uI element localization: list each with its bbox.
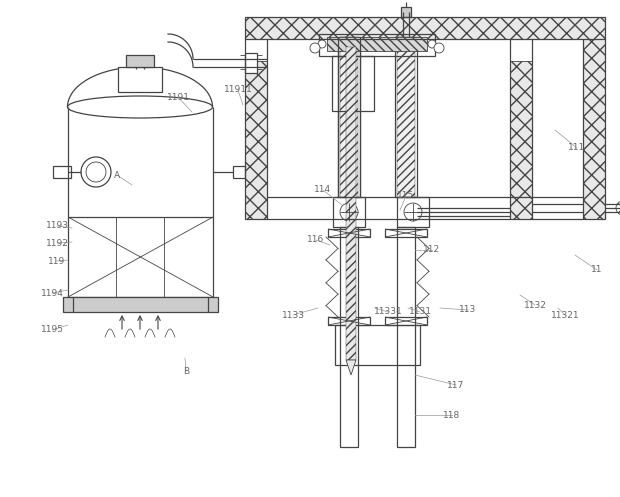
Bar — [233, 166, 245, 178]
Bar — [385, 229, 427, 237]
Bar — [328, 229, 370, 237]
Bar — [346, 47, 356, 360]
Bar — [333, 197, 365, 227]
Circle shape — [318, 40, 326, 48]
Bar — [401, 7, 411, 17]
Text: 1194: 1194 — [40, 288, 63, 298]
Text: 1193: 1193 — [45, 222, 68, 231]
Bar — [340, 227, 358, 447]
Text: 117: 117 — [448, 381, 464, 390]
Circle shape — [404, 203, 422, 221]
Bar — [583, 39, 605, 219]
Text: 113: 113 — [459, 306, 477, 315]
Text: 112: 112 — [423, 246, 441, 254]
Bar — [397, 197, 429, 227]
Bar — [68, 217, 213, 297]
Bar — [245, 61, 267, 219]
Text: 118: 118 — [443, 411, 461, 419]
Bar — [395, 37, 417, 197]
Bar — [53, 166, 71, 178]
Text: 1133: 1133 — [281, 311, 304, 320]
Bar — [510, 61, 532, 219]
Text: 1195: 1195 — [40, 326, 63, 334]
Ellipse shape — [68, 96, 213, 118]
Bar — [385, 317, 427, 325]
Bar — [319, 34, 435, 56]
Circle shape — [428, 40, 436, 48]
Text: 11321: 11321 — [551, 311, 579, 320]
Text: 1131: 1131 — [409, 308, 432, 317]
Bar — [118, 67, 162, 92]
Circle shape — [81, 157, 111, 187]
Bar — [126, 55, 154, 67]
Text: 114: 114 — [314, 185, 332, 194]
Bar — [332, 56, 374, 111]
Bar — [245, 53, 257, 73]
Bar — [340, 37, 358, 197]
Bar — [397, 37, 415, 197]
Text: 11911: 11911 — [224, 85, 252, 94]
Bar — [335, 325, 420, 365]
Text: 1191: 1191 — [167, 92, 190, 101]
Polygon shape — [346, 360, 356, 375]
Bar — [397, 227, 415, 447]
Text: 1192: 1192 — [45, 239, 68, 248]
Text: 115: 115 — [397, 191, 415, 200]
Text: 116: 116 — [308, 236, 325, 245]
Text: 111: 111 — [569, 144, 586, 153]
Bar — [338, 37, 360, 197]
Bar — [327, 37, 427, 51]
Bar — [63, 297, 218, 312]
Circle shape — [340, 203, 358, 221]
Text: 11: 11 — [591, 265, 603, 274]
Text: 11331: 11331 — [374, 308, 402, 317]
Bar — [245, 17, 605, 39]
Circle shape — [434, 43, 444, 53]
Circle shape — [616, 201, 620, 215]
Text: B: B — [183, 366, 189, 376]
Circle shape — [310, 43, 320, 53]
Text: 1132: 1132 — [523, 301, 546, 310]
Text: A: A — [114, 170, 120, 179]
Bar — [328, 317, 370, 325]
Text: 119: 119 — [48, 256, 66, 265]
